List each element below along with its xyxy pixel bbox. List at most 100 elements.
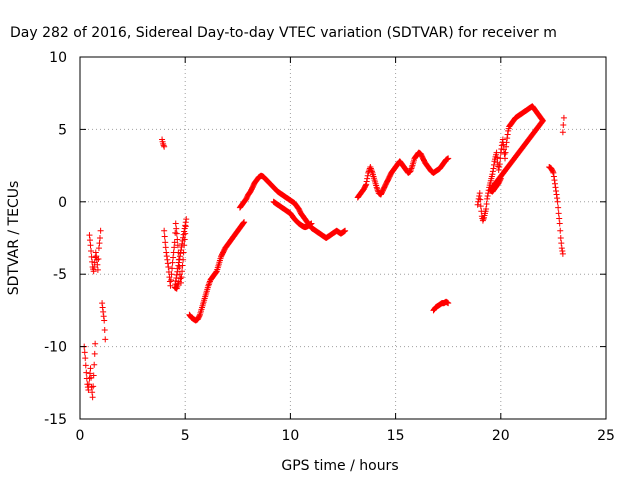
data-point: [213, 269, 220, 276]
data-point: [364, 172, 371, 179]
plot-frame: [79, 56, 607, 420]
data-point: [85, 381, 92, 388]
y-tick-label: 10: [49, 50, 67, 66]
data-point: [480, 216, 487, 223]
data-point: [559, 250, 566, 257]
data-point: [205, 282, 212, 289]
y-tick-label: 0: [58, 195, 67, 211]
data-point: [161, 233, 168, 240]
data-point: [367, 164, 374, 171]
data-point: [160, 140, 167, 147]
data-point: [497, 176, 504, 183]
data-point: [374, 185, 381, 192]
data-point: [171, 239, 178, 246]
data-point: [91, 263, 98, 270]
data-point: [362, 182, 369, 189]
data-point: [502, 155, 509, 162]
data-point: [497, 175, 504, 182]
data-point: [212, 269, 219, 276]
data-point: [477, 203, 484, 210]
data-point: [87, 242, 94, 249]
data-point: [174, 242, 181, 249]
data-point: [90, 383, 97, 390]
data-point: [167, 282, 174, 289]
data-point: [496, 164, 503, 171]
data-point: [476, 190, 483, 197]
y-tick-label: 5: [58, 122, 67, 138]
data-point: [175, 262, 182, 269]
data-point: [180, 231, 187, 238]
data-point: [160, 142, 167, 149]
data-point: [180, 234, 187, 241]
data-point: [206, 279, 213, 286]
data-point: [363, 178, 370, 185]
data-point: [484, 193, 491, 200]
data-point: [205, 281, 212, 288]
data-point: [170, 254, 177, 261]
data-point: [308, 220, 315, 227]
data-point: [162, 244, 169, 251]
data-point: [498, 145, 505, 152]
data-point: [367, 165, 374, 172]
data-point: [407, 168, 414, 175]
data-point: [173, 230, 180, 237]
data-point: [550, 173, 557, 180]
data-point: [89, 394, 96, 401]
data-point: [173, 225, 180, 232]
data-point: [499, 136, 506, 143]
data-point: [408, 165, 415, 172]
data-point: [483, 200, 490, 207]
data-point: [161, 143, 168, 150]
data-point: [88, 248, 95, 255]
chart-title: Day 282 of 2016, Sidereal Day-to-day VTE…: [10, 25, 557, 41]
data-point: [81, 349, 88, 356]
x-tick-label: 25: [597, 428, 615, 444]
data-point: [476, 193, 483, 200]
data-point: [177, 250, 184, 257]
data-point: [479, 217, 486, 224]
data-point: [445, 300, 452, 307]
data-point: [373, 184, 380, 191]
data-point: [407, 166, 414, 173]
data-point: [87, 365, 94, 372]
data-point: [556, 220, 563, 227]
data-point: [475, 195, 482, 202]
data-point: [551, 177, 558, 184]
data-point: [342, 227, 349, 234]
data-point: [175, 278, 182, 285]
data-point: [163, 249, 170, 256]
data-point: [559, 248, 566, 255]
data-point: [484, 195, 491, 202]
data-point: [490, 161, 497, 168]
data-point: [241, 219, 248, 226]
data-point: [88, 253, 95, 260]
data-point: [374, 187, 381, 194]
data-point: [560, 122, 567, 129]
data-point: [179, 240, 186, 247]
data-point: [83, 369, 90, 376]
data-point: [100, 308, 107, 315]
data-point: [169, 259, 176, 266]
data-point: [174, 265, 181, 272]
data-point: [162, 239, 169, 246]
data-point: [559, 129, 566, 136]
data-point: [161, 227, 168, 234]
data-point: [555, 204, 562, 211]
data-point: [164, 256, 171, 263]
data-point: [99, 304, 106, 311]
data-point: [102, 336, 109, 343]
data-point: [183, 216, 190, 223]
data-point: [182, 222, 189, 229]
data-point: [477, 196, 484, 203]
data-point: [90, 372, 97, 379]
x-tick-labels: 0 5 10 15 20 25: [76, 428, 615, 444]
data-point: [169, 265, 176, 272]
x-tick-label: 5: [181, 428, 190, 444]
data-point: [91, 361, 98, 368]
data-point: [96, 240, 103, 247]
data-point: [553, 191, 560, 198]
data-point: [554, 198, 561, 205]
data-point: [174, 268, 181, 275]
data-point: [240, 220, 247, 227]
x-tick-label: 10: [281, 428, 299, 444]
